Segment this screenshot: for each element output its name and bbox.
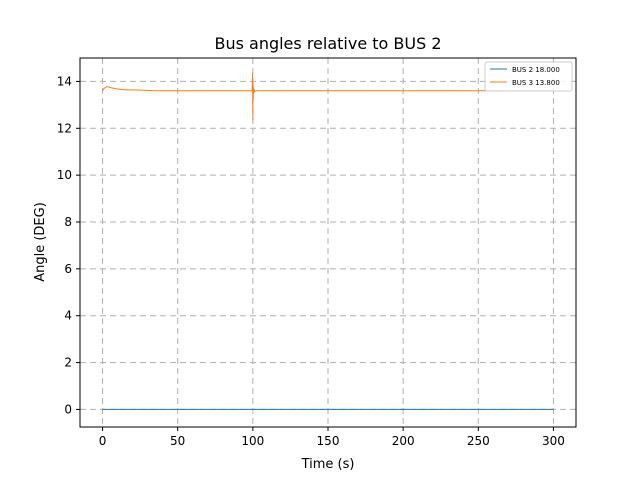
x-tick-label: 200: [392, 434, 415, 448]
x-tick-label: 100: [241, 434, 264, 448]
grid-layer: [80, 58, 576, 427]
x-tick-label: 300: [542, 434, 565, 448]
series-line-bus-3: [102, 72, 554, 121]
y-tick-label: 4: [64, 309, 72, 323]
series-layer: [102, 72, 554, 410]
legend-label-bus-2: BUS 2 18.000: [512, 66, 560, 74]
y-tick-label: 12: [57, 121, 72, 135]
legend-label-bus-3: BUS 3 13.800: [512, 79, 560, 87]
x-axis-title: Time (s): [301, 457, 355, 472]
y-tick-label: 0: [64, 402, 72, 416]
x-tick-label: 150: [317, 434, 340, 448]
y-axis-title: Angle (DEG): [33, 202, 48, 282]
chart-title: Bus angles relative to BUS 2: [214, 34, 441, 53]
x-tick-label: 0: [99, 434, 107, 448]
legend: BUS 2 18.000 BUS 3 13.800: [484, 61, 573, 92]
y-tick-label: 14: [57, 74, 72, 88]
x-tick-label: 250: [467, 434, 490, 448]
tick-layer: 0 50 100 150 200 250 300 0 2 4 6 8 10 12 14: [57, 74, 565, 448]
y-tick-label: 10: [57, 168, 72, 182]
y-tick-label: 8: [64, 215, 72, 229]
y-tick-label: 2: [64, 356, 72, 370]
x-tick-label: 50: [170, 434, 185, 448]
y-tick-label: 6: [64, 262, 72, 276]
